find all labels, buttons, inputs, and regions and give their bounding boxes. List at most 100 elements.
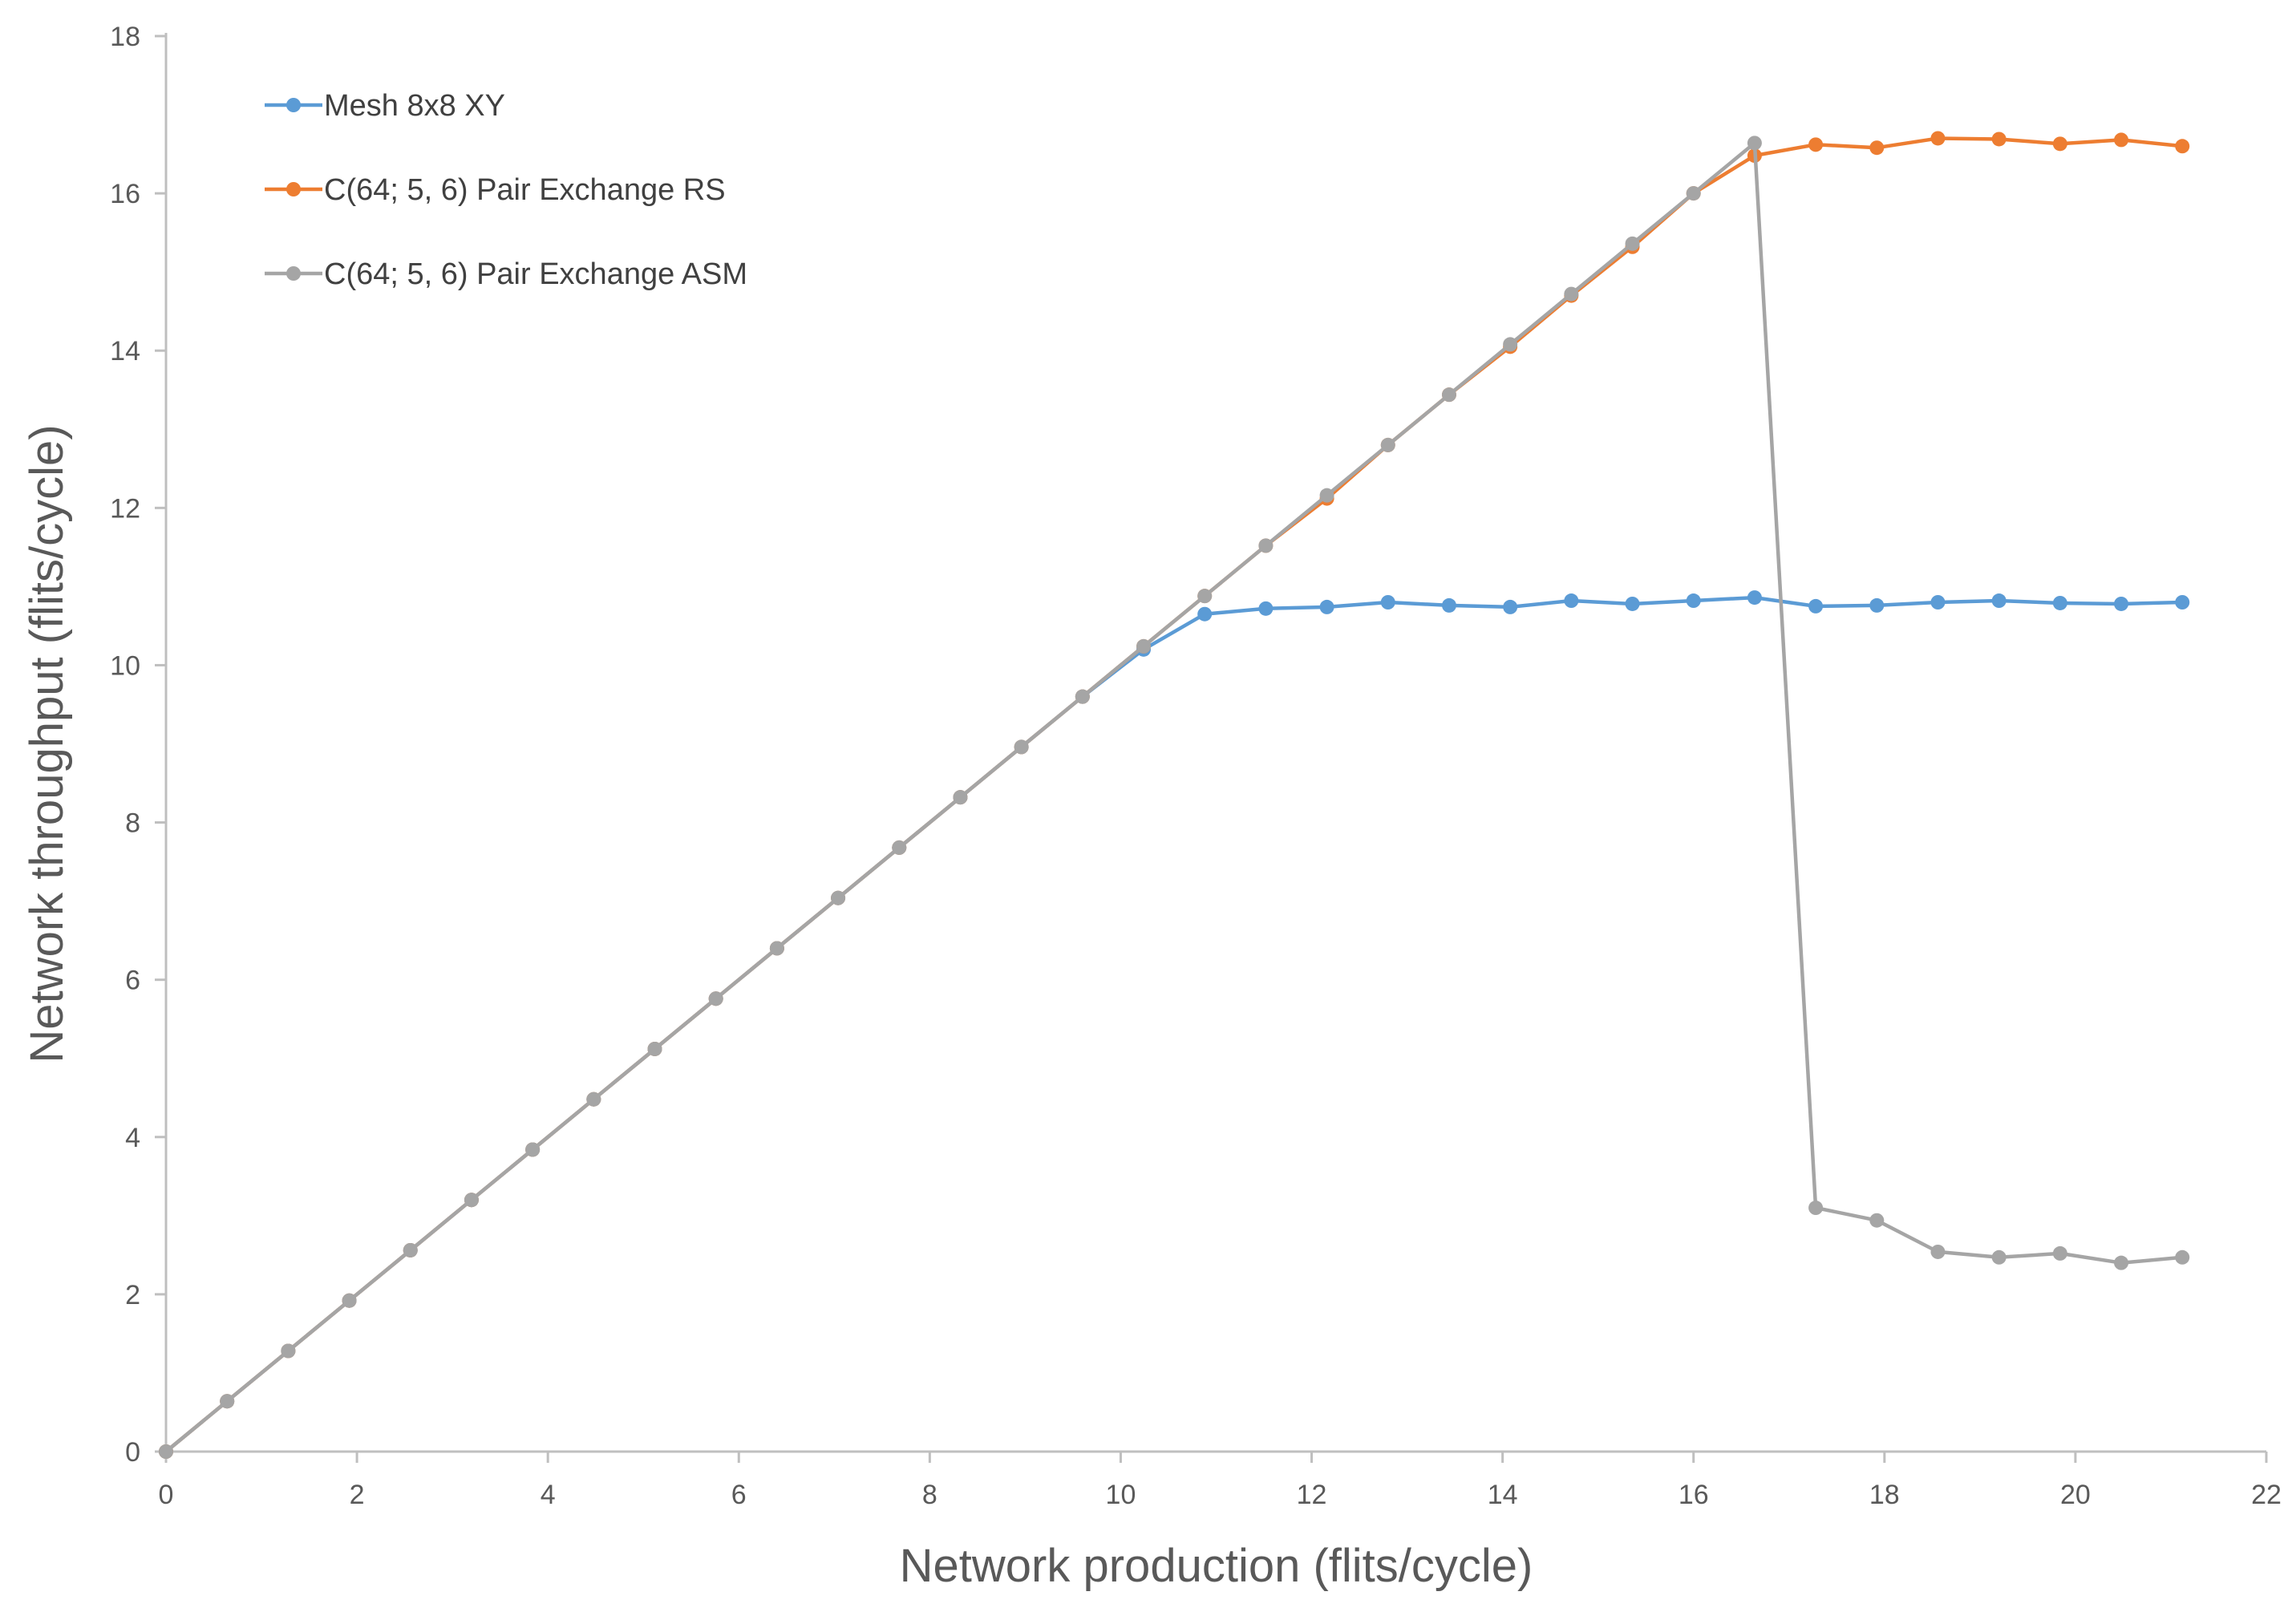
data-point <box>892 840 907 855</box>
y-tick-label: 14 <box>110 336 140 367</box>
data-point <box>647 1041 662 1056</box>
data-point <box>1869 140 1885 156</box>
data-point <box>281 1343 296 1359</box>
data-point <box>1380 595 1395 610</box>
series-line <box>164 595 2185 1454</box>
data-point <box>159 1444 173 1459</box>
y-tick-label: 16 <box>110 179 140 209</box>
y-tick-label: 0 <box>125 1437 140 1468</box>
data-point <box>1869 1213 1885 1228</box>
x-axis-title: Network production (flits/cycle) <box>900 1540 1533 1592</box>
data-point <box>1564 286 1579 302</box>
x-tick-label: 8 <box>922 1480 937 1510</box>
series-3 <box>159 136 2190 1459</box>
legend-label: C(64; 5, 6) Pair Exchange ASM <box>324 257 747 291</box>
y-axis-title: Network throughput (flits/cycle) <box>21 424 73 1063</box>
data-point <box>1686 593 1701 609</box>
data-point <box>2114 596 2129 611</box>
data-point <box>1319 488 1334 503</box>
data-point <box>1319 599 1334 614</box>
x-tick-label: 18 <box>1869 1480 1900 1510</box>
data-point <box>1441 597 1456 613</box>
data-point <box>2052 1245 2067 1261</box>
data-point <box>2114 132 2129 148</box>
data-point <box>342 1293 357 1308</box>
data-point <box>1930 595 1946 610</box>
x-tick-label: 16 <box>1678 1480 1709 1510</box>
data-point <box>586 1091 601 1107</box>
data-point <box>1503 599 1518 614</box>
x-tick-label: 10 <box>1106 1480 1136 1510</box>
data-point <box>1564 593 1579 609</box>
data-point <box>1930 131 1946 146</box>
y-tick-label: 2 <box>125 1280 140 1310</box>
data-point <box>1747 136 1762 151</box>
x-tick-label: 20 <box>2060 1480 2091 1510</box>
data-point <box>1747 590 1762 605</box>
data-point <box>1136 638 1152 654</box>
series-1 <box>159 590 2190 1459</box>
data-point <box>708 991 723 1006</box>
data-point <box>1197 589 1213 604</box>
series-layer <box>159 131 2190 1459</box>
data-point <box>1991 593 2006 609</box>
data-point <box>1686 186 1701 201</box>
legend-swatch-marker <box>286 266 301 281</box>
data-point <box>1441 387 1456 403</box>
series-line <box>164 141 2185 1454</box>
data-point <box>1808 598 1824 614</box>
data-point <box>1808 1201 1824 1216</box>
legend-label: Mesh 8x8 XY <box>324 89 505 123</box>
data-point <box>1258 601 1274 616</box>
y-tick-label: 10 <box>110 650 140 681</box>
data-point <box>1808 137 1824 152</box>
data-point <box>2052 595 2067 610</box>
data-point <box>1197 606 1213 622</box>
data-point <box>464 1193 479 1208</box>
data-point <box>1991 132 2006 147</box>
data-point <box>1014 739 1029 755</box>
data-point <box>1503 337 1518 352</box>
data-point <box>1930 1244 1946 1259</box>
x-tick-label: 4 <box>541 1480 556 1510</box>
series-2 <box>159 131 2190 1459</box>
legend-swatch-marker <box>286 182 301 196</box>
legend-item: C(64; 5, 6) Pair Exchange ASM <box>265 257 747 291</box>
x-tick-label: 6 <box>731 1480 747 1510</box>
data-point <box>2175 595 2190 610</box>
data-point <box>2114 1255 2129 1270</box>
x-tick-label: 12 <box>1297 1480 1327 1510</box>
y-tick-label: 6 <box>125 966 140 996</box>
legend-label: C(64; 5, 6) Pair Exchange RS <box>324 173 726 207</box>
y-tick-label: 18 <box>110 22 140 52</box>
data-point <box>2175 139 2190 154</box>
y-tick-label: 4 <box>125 1123 140 1153</box>
data-point <box>1625 596 1640 611</box>
data-point <box>769 941 784 956</box>
legend-swatch-marker <box>286 98 301 112</box>
data-point <box>2175 1249 2190 1265</box>
legend-item: C(64; 5, 6) Pair Exchange RS <box>265 173 726 207</box>
data-point <box>831 890 846 905</box>
data-point <box>953 790 968 805</box>
x-tick-label: 0 <box>159 1480 174 1510</box>
data-point <box>1075 689 1090 704</box>
data-point <box>1625 236 1640 251</box>
x-tick-label: 14 <box>1488 1480 1518 1510</box>
y-tick-label: 8 <box>125 808 140 839</box>
legend: Mesh 8x8 XY C(64; 5, 6) Pair Exchange RS C… <box>265 89 747 291</box>
x-tick-label: 2 <box>350 1480 365 1510</box>
data-point <box>1991 1249 2006 1265</box>
legend-item: Mesh 8x8 XY <box>265 89 505 123</box>
series-line <box>164 136 2185 1454</box>
data-point <box>1869 597 1885 613</box>
data-point <box>2052 136 2067 152</box>
y-tick-label: 12 <box>110 493 140 524</box>
axes: 0 2 4 6 8 10 12 14 16 18 0 2 4 6 8 10 12 14 16 18 20 22 <box>110 22 2282 1510</box>
data-point <box>1258 538 1274 553</box>
data-point <box>403 1242 418 1258</box>
data-point <box>1380 437 1395 452</box>
x-tick-label: 22 <box>2251 1480 2282 1510</box>
